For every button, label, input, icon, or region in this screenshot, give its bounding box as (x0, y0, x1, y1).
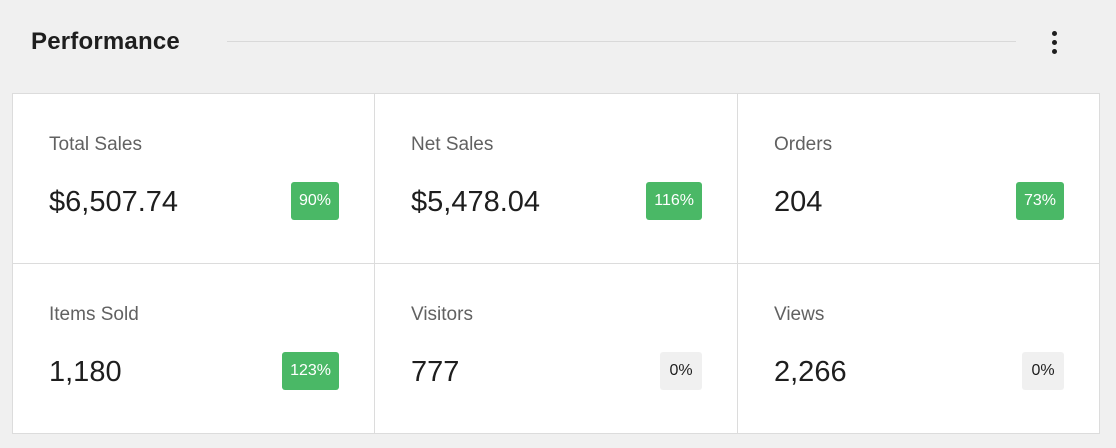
metric-delta-badge: 116% (646, 182, 702, 220)
metric-delta-badge: 0% (660, 352, 702, 390)
metric-value: 777 (411, 356, 460, 388)
metric-value: $6,507.74 (49, 186, 179, 218)
performance-grid: Total Sales $6,507.74 90% Net Sales $5,4… (12, 93, 1100, 434)
header-divider (227, 41, 1016, 42)
metric-value: $5,478.04 (411, 186, 541, 218)
performance-header: Performance (0, 0, 1116, 84)
metric-value: 204 (774, 186, 823, 218)
section-title: Performance (31, 28, 180, 55)
metric-card-net-sales[interactable]: Net Sales $5,478.04 116% (375, 94, 738, 264)
metric-card-items-sold[interactable]: Items Sold 1,180 123% (13, 264, 375, 433)
metric-card-visitors[interactable]: Visitors 777 0% (375, 264, 738, 433)
metric-label: Total Sales (49, 134, 142, 155)
metric-delta-badge: 73% (1015, 182, 1064, 220)
metric-label: Items Sold (49, 304, 139, 325)
metric-label: Net Sales (411, 134, 494, 155)
metric-label: Views (774, 304, 825, 325)
metric-card-orders[interactable]: Orders 204 73% (738, 94, 1099, 264)
metric-value: 1,180 (49, 356, 122, 388)
metric-label: Orders (774, 134, 833, 155)
metric-card-views[interactable]: Views 2,266 0% (738, 264, 1099, 433)
metric-card-total-sales[interactable]: Total Sales $6,507.74 90% (13, 94, 375, 264)
metric-value: 2,266 (774, 356, 847, 388)
more-options-button[interactable] (1036, 24, 1072, 60)
more-vertical-icon (1051, 30, 1057, 36)
metric-delta-badge: 90% (290, 182, 339, 220)
more-vertical-icon-dot-2 (1051, 39, 1057, 45)
metric-delta-badge: 0% (1022, 352, 1064, 390)
metric-label: Visitors (411, 304, 473, 325)
metric-delta-badge: 123% (282, 352, 339, 390)
more-vertical-icon-dot-3 (1051, 48, 1057, 54)
